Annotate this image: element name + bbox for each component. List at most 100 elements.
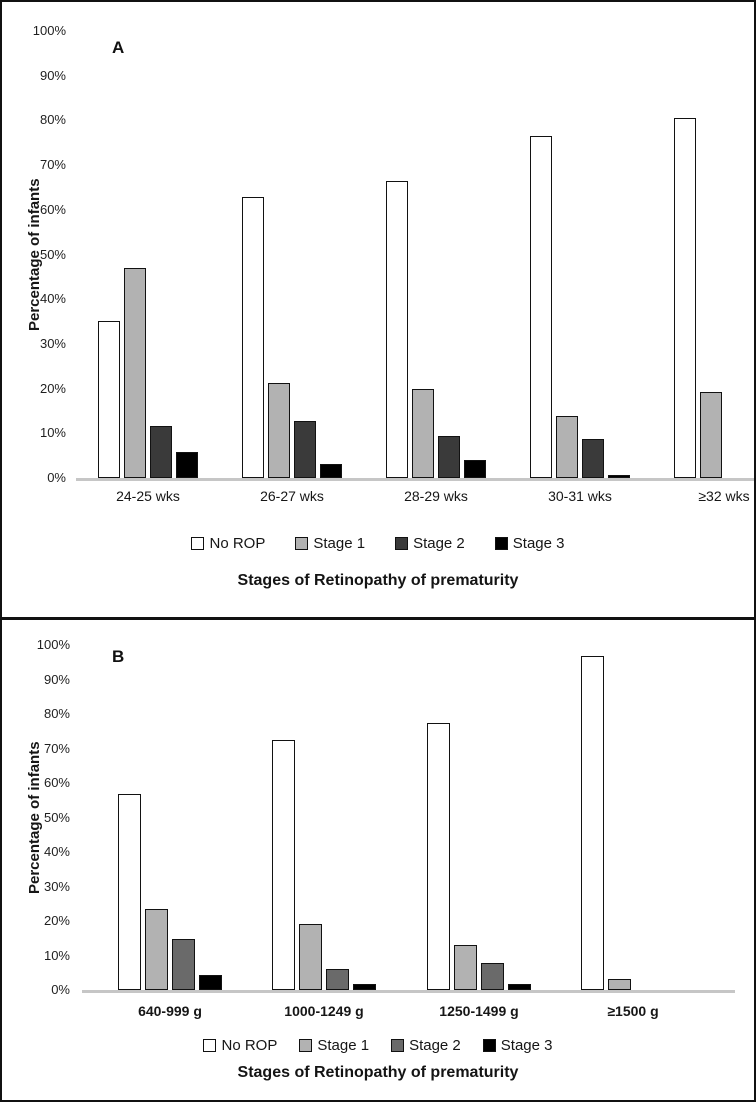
bar	[326, 969, 349, 990]
y-tick-label: 40%	[39, 291, 66, 307]
bar	[481, 963, 504, 990]
legend-label: Stage 2	[413, 535, 465, 552]
y-tick-label: 0%	[51, 982, 70, 997]
bar	[438, 436, 460, 478]
bar-group	[272, 740, 376, 990]
y-tick-label: 30%	[43, 878, 70, 894]
y-tick-label: 50%	[39, 246, 66, 262]
x-tick-label: 24-25 wks	[116, 488, 180, 504]
y-tick-label: 90%	[39, 67, 66, 83]
y-tick-label: 40%	[43, 844, 70, 859]
panel-a-plot-area	[90, 31, 750, 478]
y-tick-label: 80%	[39, 112, 66, 128]
y-tick-label: 60%	[43, 775, 70, 790]
bar	[454, 945, 477, 990]
y-tick-label: 60%	[39, 201, 66, 217]
bar-group	[427, 723, 531, 990]
legend-swatch	[391, 1039, 405, 1052]
panel-b-x-axis-line	[82, 990, 735, 993]
panel-a-y-tick-labels: 100% 90% 80% 70% 60% 50% 40% 30% 20% 10% 0%	[2, 2, 754, 617]
legend-swatch	[203, 1039, 217, 1052]
legend-item: Stage 3	[494, 535, 565, 552]
panel-b-y-tick-labels: 100% 90% 80% 70% 60% 50% 40% 30% 20% 10% 0%	[2, 620, 754, 1100]
bar-group	[242, 197, 342, 478]
panel-b-plot-area	[87, 645, 727, 990]
legend-item: No ROP	[191, 535, 265, 552]
bar	[353, 984, 376, 990]
legend-item: Stage 1	[295, 535, 365, 552]
panel-divider	[2, 617, 754, 620]
bar	[582, 439, 604, 478]
legend-swatch	[482, 1039, 496, 1052]
legend-item: Stage 2	[395, 535, 465, 552]
y-tick-label: 10%	[39, 425, 66, 441]
bar	[386, 181, 408, 478]
bar	[412, 389, 434, 478]
y-tick-label: 70%	[43, 740, 70, 756]
bar	[581, 656, 604, 990]
legend-swatch	[494, 537, 508, 550]
x-tick-label: 30-31 wks	[548, 488, 612, 504]
bar	[464, 460, 486, 478]
legend-item: Stage 2	[391, 1037, 461, 1054]
bar	[172, 939, 195, 990]
bar	[294, 421, 316, 478]
panel-b-x-axis-title: Stages of Retinopathy of prematurity	[237, 1064, 519, 1081]
y-tick-label: 0%	[47, 470, 66, 485]
bar	[608, 475, 630, 478]
legend-item: No ROP	[203, 1037, 277, 1054]
bar	[124, 268, 146, 478]
bar-group	[674, 118, 754, 478]
legend-item: Stage 1	[299, 1037, 369, 1054]
bar	[427, 723, 450, 990]
bar	[199, 975, 222, 990]
bar	[268, 383, 290, 478]
panel-b-x-tick-labels: 640-999 g 1000-1249 g 1250-1499 g ≥1500 g	[87, 1002, 727, 1020]
panel-a-x-axis-line	[76, 478, 754, 481]
bar	[608, 979, 631, 990]
legend-swatch	[191, 537, 205, 550]
x-tick-label: ≥32 wks	[698, 488, 750, 504]
bar	[674, 118, 696, 478]
bar	[556, 416, 578, 478]
legend-label: Stage 2	[409, 1037, 461, 1054]
y-tick-label: 80%	[43, 706, 70, 721]
legend-swatch	[395, 537, 409, 550]
panel-a-legend: No ROP Stage 1 Stage 2 Stage 3	[2, 535, 754, 552]
bar	[508, 984, 531, 990]
panel-b: B Percentage of infants 100% 90% 80% 70% 60%…	[2, 620, 754, 1100]
x-tick-label: 1000-1249 g	[284, 1003, 364, 1019]
x-tick-label: 28-29 wks	[404, 488, 468, 504]
bar	[176, 452, 198, 478]
x-tick-label: 26-27 wks	[260, 488, 324, 504]
bar	[299, 924, 322, 990]
bar	[242, 197, 264, 478]
bar	[272, 740, 295, 990]
bar	[150, 426, 172, 478]
bar	[118, 794, 141, 990]
x-tick-label: 1250-1499 g	[439, 1003, 519, 1019]
x-tick-label: ≥1500 g	[607, 1003, 659, 1019]
bar	[320, 464, 342, 478]
legend-label: No ROP	[221, 1037, 278, 1054]
bar-group	[386, 181, 486, 478]
legend-swatch	[299, 1039, 313, 1052]
bar	[530, 136, 552, 478]
panel-b-legend: No ROP Stage 1 Stage 2 Stage 3	[2, 1037, 754, 1054]
bar-group	[530, 136, 630, 478]
bar-group	[98, 268, 198, 478]
panel-a-label: A	[112, 38, 125, 57]
x-tick-label: 640-999 g	[138, 1003, 202, 1019]
bar	[145, 909, 168, 990]
legend-label: Stage 1	[317, 1037, 370, 1054]
legend-swatch	[295, 537, 309, 550]
legend-label: Stage 3	[500, 1037, 553, 1054]
y-tick-label: 30%	[39, 335, 66, 351]
panel-a-x-tick-labels: 24-25 wks 26-27 wks 28-29 wks 30-31 wks ≥32 …	[90, 487, 750, 505]
bar-group	[118, 794, 222, 990]
bar	[98, 321, 120, 478]
y-tick-label: 20%	[43, 913, 70, 928]
panel-b-label: B	[112, 647, 125, 666]
y-tick-label: 10%	[43, 947, 70, 963]
